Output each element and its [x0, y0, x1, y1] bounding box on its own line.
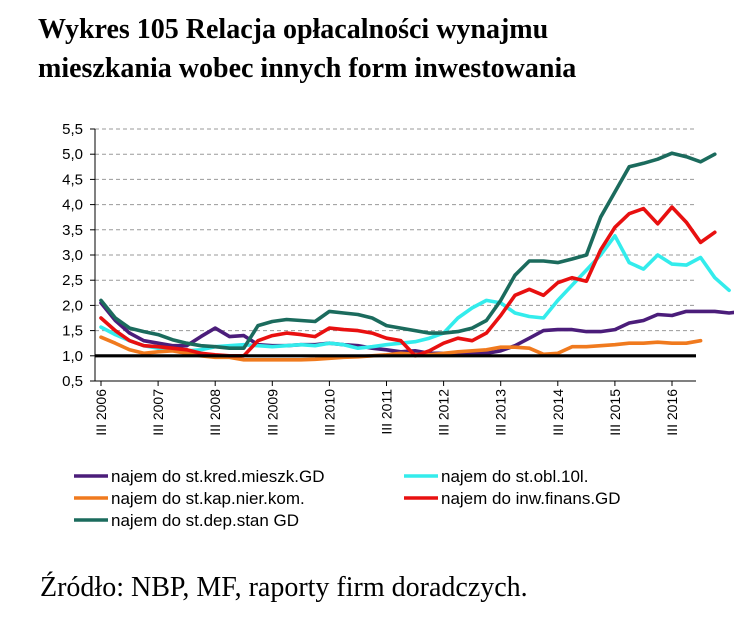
x-tick-label: III 2008 [207, 389, 223, 436]
x-tick-label: III 2010 [321, 389, 337, 436]
chart-series [95, 151, 734, 362]
y-tick-label: 1,0 [62, 348, 83, 365]
y-tick-label: 5,0 [62, 146, 83, 163]
legend-label-3: najem do st.kap.nier.kom. [111, 489, 305, 508]
series-line-5 [99, 151, 717, 351]
y-axis: 0,5 1,0 1,5 2,0 2,5 3,0 3,5 4,0 4,5 5,0 5,5 [62, 121, 96, 390]
legend-label-4: najem do inw.finans.GD [441, 489, 621, 508]
y-tick-label: 2,5 [62, 272, 83, 289]
x-tick-label: III 2007 [150, 389, 166, 436]
x-tick-label: III 2013 [493, 389, 509, 436]
x-axis: III 2006 III 2007 III 2008 III 2009 III 2010… [93, 380, 696, 436]
legend-label-1: najem do st.kred.mieszk.GD [111, 467, 325, 486]
x-tick-label: III 2006 [93, 389, 109, 436]
y-tick-label: 3,0 [62, 247, 83, 264]
x-tick-label: III 2014 [550, 389, 566, 436]
chart-legend: najem do st.kred.mieszk.GD najem do st.ob… [74, 467, 621, 530]
y-tick-label: 0,5 [62, 373, 83, 390]
chart-title-line-1: Wykres 105 Relacja opłacalności wynajmu [38, 14, 549, 45]
x-tick-label: III 2016 [664, 389, 680, 436]
y-tick-label: 3,5 [62, 222, 83, 239]
y-tick-label: 4,5 [62, 171, 83, 188]
x-tick-label: III 2012 [436, 389, 452, 436]
series-line-4 [99, 205, 717, 358]
x-tick-label: III 2015 [607, 389, 623, 436]
y-tick-label: 1,5 [62, 323, 83, 340]
legend-label-2: najem do st.obl.10l. [441, 467, 588, 486]
chart-title-line-2: mieszkania wobec innych form inwestowani… [38, 53, 577, 84]
x-tick-label: III 2011 [379, 389, 395, 435]
chart: 0,5 1,0 1,5 2,0 2,5 3,0 3,5 4,0 4,5 5,0 5,5 III 20… [62, 121, 734, 530]
source-note: Źródło: NBP, MF, raporty firm doradczych… [40, 572, 528, 603]
y-tick-label: 2,0 [62, 297, 83, 314]
y-tick-label: 4,0 [62, 197, 83, 214]
chart-grid [95, 128, 696, 332]
x-tick-label: III 2009 [264, 389, 280, 436]
chart-title: Wykres 105 Relacja opłacalności wynajmu … [38, 10, 718, 88]
legend-label-5: najem do st.dep.stan GD [111, 511, 299, 530]
y-tick-label: 5,5 [62, 121, 83, 138]
series-line-2 [99, 234, 731, 353]
